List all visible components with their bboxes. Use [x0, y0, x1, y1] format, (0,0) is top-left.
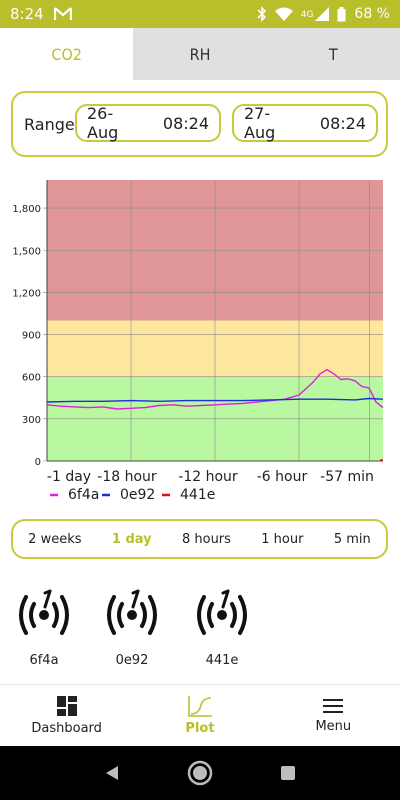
sensor-name: 441e [205, 653, 239, 668]
sensor-name: 6f4a [29, 653, 59, 668]
wifi-icon [274, 7, 293, 21]
y-tick-label: 600 [22, 373, 41, 384]
nav-dashboard-label: Dashboard [31, 721, 102, 736]
period-2-weeks[interactable]: 2 weeks [28, 531, 82, 547]
legend-label-6f4a: 6f4a [68, 487, 99, 503]
home-icon[interactable] [187, 760, 213, 786]
sensor-6f4a[interactable]: 6f4a [12, 585, 76, 668]
x-tick-label: -6 hour [257, 469, 308, 485]
system-navigation-bar [0, 746, 400, 800]
period-8-hours[interactable]: 8 hours [181, 531, 231, 547]
sensor-name: 0e92 [115, 653, 149, 668]
sensor-list: 6f4a 0e92 441e [0, 585, 400, 675]
nav-dashboard[interactable]: Dashboard [0, 685, 133, 746]
gmail-icon [53, 7, 72, 20]
sensor-0e92[interactable]: 0e92 [100, 585, 164, 668]
nav-plot[interactable]: Plot [133, 685, 266, 746]
sensor-signal-icon [19, 589, 69, 635]
range-selector: Range 26-Aug 08:24 27-Aug 08:24 [11, 91, 388, 157]
range-to-field[interactable]: 27-Aug 08:24 [232, 104, 378, 142]
x-tick-label: -12 hour [178, 469, 238, 485]
nav-menu-label: Menu [315, 719, 352, 734]
status-bar: 8:24 4G 68 % [0, 0, 400, 28]
y-tick-label: 1,500 [12, 246, 41, 257]
plot-icon [188, 696, 212, 717]
battery-level: 68 % [354, 6, 390, 22]
cell-signal-icon [315, 7, 330, 21]
sensor-signal-icon [107, 589, 157, 635]
network-type: 4G [300, 10, 314, 20]
legend-label-0e92: 0e92 [120, 487, 155, 503]
range-label: Range [24, 115, 75, 134]
period-selector: 2 weeks 1 day 8 hours 1 hour 5 min [11, 519, 388, 559]
measurement-tabs: CO2 RH T [0, 28, 400, 80]
status-time: 8:24 [10, 5, 44, 23]
range-to-date: 27-Aug [244, 104, 276, 142]
recents-icon[interactable] [279, 764, 297, 782]
y-tick-label: 0 [35, 457, 41, 468]
x-tick-label: -1 day [47, 469, 91, 485]
range-from-time: 08:24 [162, 113, 209, 133]
range-from-field[interactable]: 26-Aug 08:24 [75, 104, 221, 142]
co2-chart-svg: 0 300 600 900 1,200 1,500 1,800 -1 day -18 hour -… [12, 180, 384, 503]
tab-t[interactable]: T [266, 28, 400, 80]
y-tick-label: 1,200 [12, 288, 41, 299]
nav-plot-label: Plot [185, 721, 215, 736]
co2-chart: 0 300 600 900 1,200 1,500 1,800 -1 day -18 hour -… [0, 170, 400, 510]
period-1-hour[interactable]: 1 hour [261, 531, 304, 547]
series-line-6f4a [46, 368, 384, 410]
period-1-day[interactable]: 1 day [111, 531, 152, 547]
tab-co2[interactable]: CO2 [0, 28, 134, 80]
battery-icon [337, 6, 346, 21]
bluetooth-icon [257, 6, 266, 22]
range-to-time: 08:24 [319, 113, 366, 133]
nav-menu[interactable]: Menu [267, 685, 400, 746]
legend-label-441e: 441e [180, 487, 215, 503]
back-icon[interactable] [103, 764, 121, 782]
x-tick-label: -57 min [320, 469, 374, 485]
tab-rh[interactable]: RH [133, 28, 267, 80]
dashboard-icon [56, 696, 77, 716]
range-from-date: 26-Aug [87, 104, 119, 142]
x-tick-label: -18 hour [97, 469, 157, 485]
sensor-441e[interactable]: 441e [190, 585, 254, 668]
y-tick-label: 300 [22, 415, 41, 426]
bottom-navigation: Dashboard Plot Menu [0, 684, 400, 746]
y-tick-label: 900 [22, 331, 41, 342]
sensor-signal-icon [197, 589, 247, 635]
menu-icon [323, 699, 344, 713]
period-5-min[interactable]: 5 min [333, 531, 371, 547]
y-tick-label: 1,800 [12, 204, 41, 215]
series-line-0e92 [46, 397, 384, 403]
